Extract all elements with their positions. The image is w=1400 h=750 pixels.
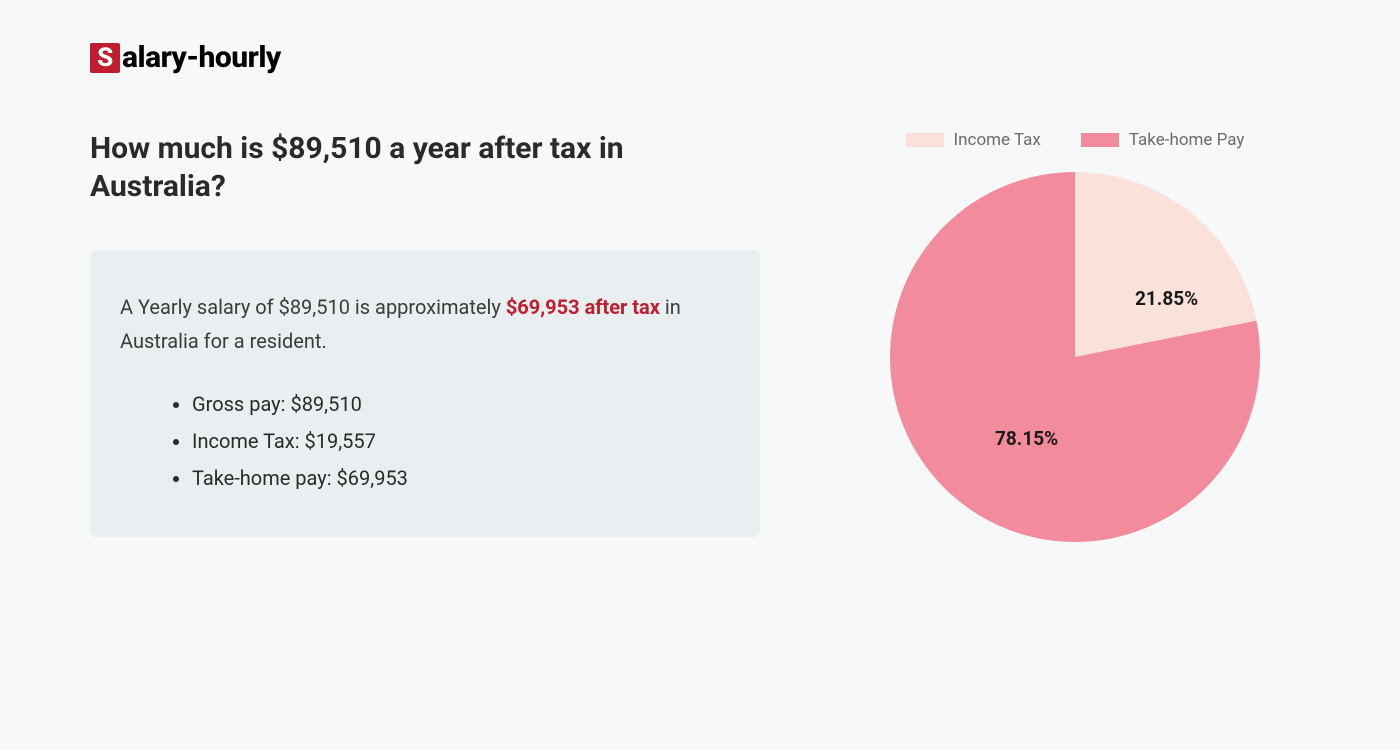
legend-label: Take-home Pay [1129, 130, 1245, 150]
logo-text: alary-hourly [122, 40, 281, 75]
summary-text: A Yearly salary of $89,510 is approximat… [120, 290, 730, 358]
page-heading: How much is $89,510 a year after tax in … [90, 130, 760, 205]
chart-legend: Income Tax Take-home Pay [840, 130, 1310, 150]
legend-label: Income Tax [954, 130, 1041, 150]
page-root: Salary-hourly How much is $89,510 a year… [0, 0, 1400, 582]
legend-item: Income Tax [906, 130, 1041, 150]
pie-slice-label: 78.15% [995, 427, 1058, 450]
pie-slice-label: 21.85% [1135, 287, 1198, 310]
pie-chart: 21.85% 78.15% [890, 172, 1260, 542]
bullet-list: Gross pay: $89,510 Income Tax: $19,557 T… [120, 386, 730, 497]
bullet-item: Take-home pay: $69,953 [192, 460, 730, 497]
content-row: How much is $89,510 a year after tax in … [90, 130, 1310, 542]
summary-box: A Yearly salary of $89,510 is approximat… [90, 250, 760, 537]
summary-pre: A Yearly salary of $89,510 is approximat… [120, 295, 506, 319]
legend-swatch [906, 133, 944, 147]
bullet-item: Gross pay: $89,510 [192, 386, 730, 423]
bullet-item: Income Tax: $19,557 [192, 423, 730, 460]
right-column: Income Tax Take-home Pay 21.85% 78.15% [840, 130, 1310, 542]
left-column: How much is $89,510 a year after tax in … [90, 130, 760, 542]
legend-swatch [1081, 133, 1119, 147]
logo-s-badge: S [90, 43, 120, 73]
summary-highlight: $69,953 after tax [506, 295, 660, 319]
pie-circle [890, 172, 1260, 542]
legend-item: Take-home Pay [1081, 130, 1245, 150]
site-logo: Salary-hourly [90, 40, 1310, 75]
